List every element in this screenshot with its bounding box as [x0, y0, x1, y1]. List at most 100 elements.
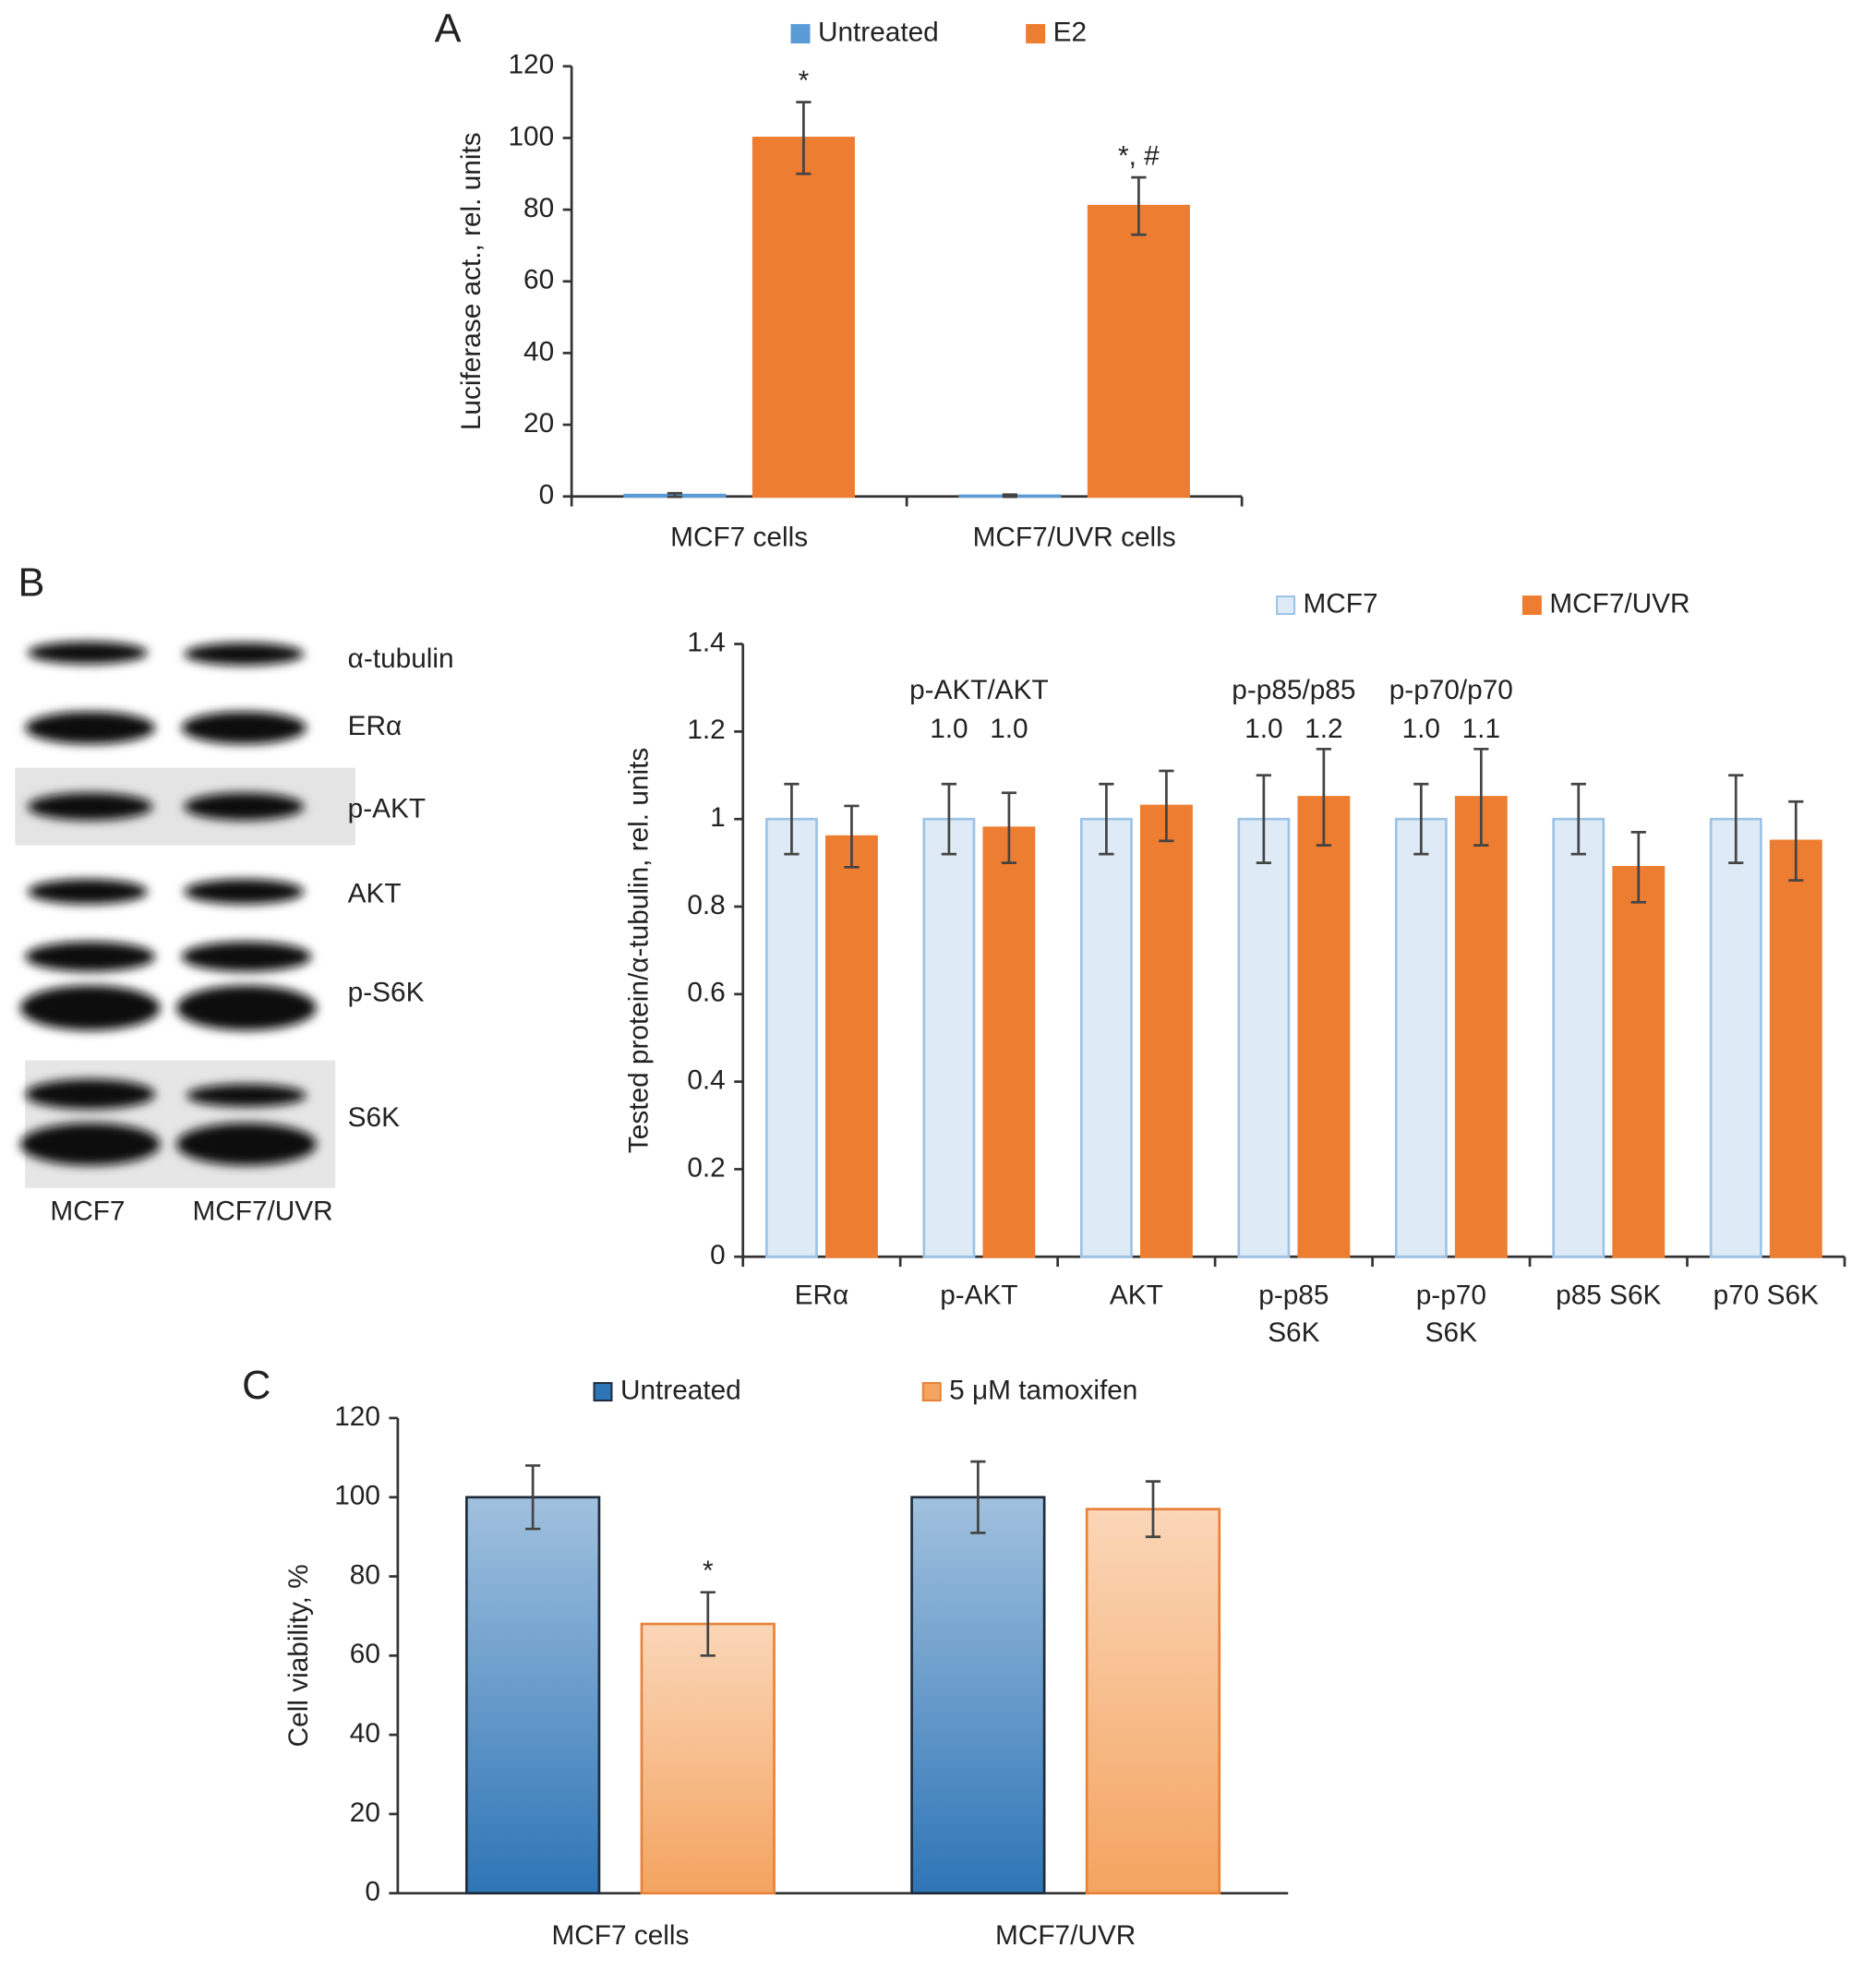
error-bar: [1002, 493, 1018, 499]
error-bar: [1131, 175, 1147, 236]
error-bar: [667, 491, 683, 499]
y-tick-label: 1.2: [687, 715, 725, 745]
panel-label: A: [435, 6, 462, 51]
bar: [764, 817, 818, 1258]
y-tick-label: 0: [539, 480, 555, 511]
y-tick-label: 0: [365, 1877, 380, 1907]
error-bar: [784, 782, 800, 856]
y-tick-label: 1: [710, 802, 726, 833]
significance-label: *: [799, 66, 810, 96]
y-tick-label: 0.4: [687, 1064, 725, 1095]
x-tick-label: p-p85 S6K: [1258, 1280, 1329, 1348]
bar: [922, 817, 976, 1258]
panel-label: B: [18, 560, 45, 605]
band-label: AKT: [348, 879, 402, 909]
legend-label: 5 μM tamoxifen: [949, 1375, 1137, 1405]
bar: [752, 137, 855, 499]
y-tick-label: 0.8: [687, 890, 725, 920]
error-bar: [1728, 774, 1744, 864]
error-bar: [1099, 782, 1114, 856]
y-tick-label: 120: [508, 50, 554, 80]
bar: [1394, 817, 1448, 1258]
legend-label: Untreated: [620, 1375, 741, 1405]
x-tick-label: p85 S6K: [1556, 1280, 1661, 1310]
x-tick-label: MCF7 cells: [552, 1920, 690, 1951]
y-tick-label: 0: [710, 1240, 726, 1270]
ratio-label: 1.0: [1245, 714, 1282, 744]
y-tick-label: 120: [334, 1401, 380, 1432]
bar: [910, 1496, 1046, 1895]
y-tick-label: 20: [350, 1798, 380, 1828]
significance-label: *, #: [1118, 140, 1160, 171]
y-tick-label: 1.4: [687, 627, 725, 657]
error-bar: [525, 1464, 541, 1531]
legend-swatch: [1026, 24, 1046, 44]
ratio-title: p-p85/p85: [1232, 675, 1355, 705]
bar: [1085, 1508, 1221, 1895]
x-tick-label-line: p70 S6K: [1714, 1280, 1819, 1310]
x-tick-label-line: AKT: [1110, 1280, 1163, 1310]
bar: [1139, 804, 1193, 1258]
x-tick-label: p-AKT: [940, 1280, 1017, 1310]
y-tick-label: 80: [350, 1559, 380, 1590]
x-tick-label: MCF7/UVR: [995, 1920, 1136, 1951]
bar: [465, 1496, 601, 1895]
ratio-label: 1.2: [1305, 714, 1342, 744]
x-tick-label: AKT: [1110, 1280, 1163, 1310]
x-tick-label-line: p-p70: [1416, 1280, 1486, 1310]
x-tick-label: ERα: [795, 1280, 849, 1310]
y-tick-label: 60: [523, 265, 554, 295]
error-bar: [1145, 1480, 1161, 1538]
significance-label: *: [703, 1556, 714, 1586]
ratio-label: 1.0: [990, 714, 1028, 744]
bar: [982, 826, 1036, 1258]
legend-swatch: [1276, 595, 1296, 616]
error-bar: [844, 804, 860, 869]
band-label: p-S6K: [348, 978, 425, 1008]
legend-label: Untreated: [818, 17, 939, 47]
bar: [1552, 817, 1605, 1258]
lane-label: MCF7/UVR: [192, 1196, 332, 1227]
ratio-label: 1.0: [930, 714, 968, 744]
error-bar: [1473, 747, 1489, 847]
panel-label: C: [242, 1364, 271, 1408]
y-tick-label: 40: [350, 1718, 380, 1749]
bar: [640, 1622, 776, 1895]
y-tick-label: 100: [334, 1481, 380, 1511]
y-tick-label: 100: [508, 121, 554, 151]
y-tick-label: 0.2: [687, 1152, 725, 1183]
lane-label: MCF7: [50, 1196, 125, 1227]
y-tick-label: 80: [523, 193, 554, 223]
error-bar: [700, 1591, 716, 1657]
blot-bands: [19, 641, 317, 1166]
error-bar: [796, 101, 812, 175]
band-label: ERα: [348, 711, 403, 741]
y-axis-label: Luciferase act., rel. units: [456, 132, 487, 430]
ratio-title: p-p70/p70: [1389, 675, 1513, 705]
western-blot: B α-tubulin ERα p-AKT AKT p-S6K S6K MCF7…: [15, 560, 454, 1227]
y-tick-label: 60: [350, 1639, 380, 1669]
error-bar: [941, 782, 957, 856]
error-bar: [1413, 782, 1429, 856]
legend-swatch: [790, 24, 811, 44]
x-tick-label-line: p-AKT: [940, 1280, 1017, 1310]
x-tick-label: MCF7 cells: [670, 523, 808, 553]
ratio-title: p-AKT/AKT: [909, 675, 1049, 705]
y-tick-label: 20: [523, 408, 554, 439]
bar: [1297, 796, 1351, 1258]
legend-label: E2: [1053, 17, 1087, 47]
bar: [1087, 204, 1190, 499]
error-bar: [1256, 774, 1271, 864]
x-tick-label-line: S6K: [1268, 1317, 1319, 1348]
error-bar: [1630, 831, 1646, 904]
legend-swatch: [921, 1382, 942, 1402]
error-bar: [1159, 769, 1174, 843]
bar: [1237, 817, 1291, 1258]
y-tick-label: 0.6: [687, 978, 725, 1008]
y-axis-label: Tested protein/α-tubulin, rel. units: [624, 748, 655, 1153]
error-bar: [1788, 800, 1804, 882]
bar: [1079, 817, 1133, 1258]
x-tick-label: MCF7/UVR cells: [973, 523, 1176, 553]
bar: [1454, 796, 1508, 1258]
